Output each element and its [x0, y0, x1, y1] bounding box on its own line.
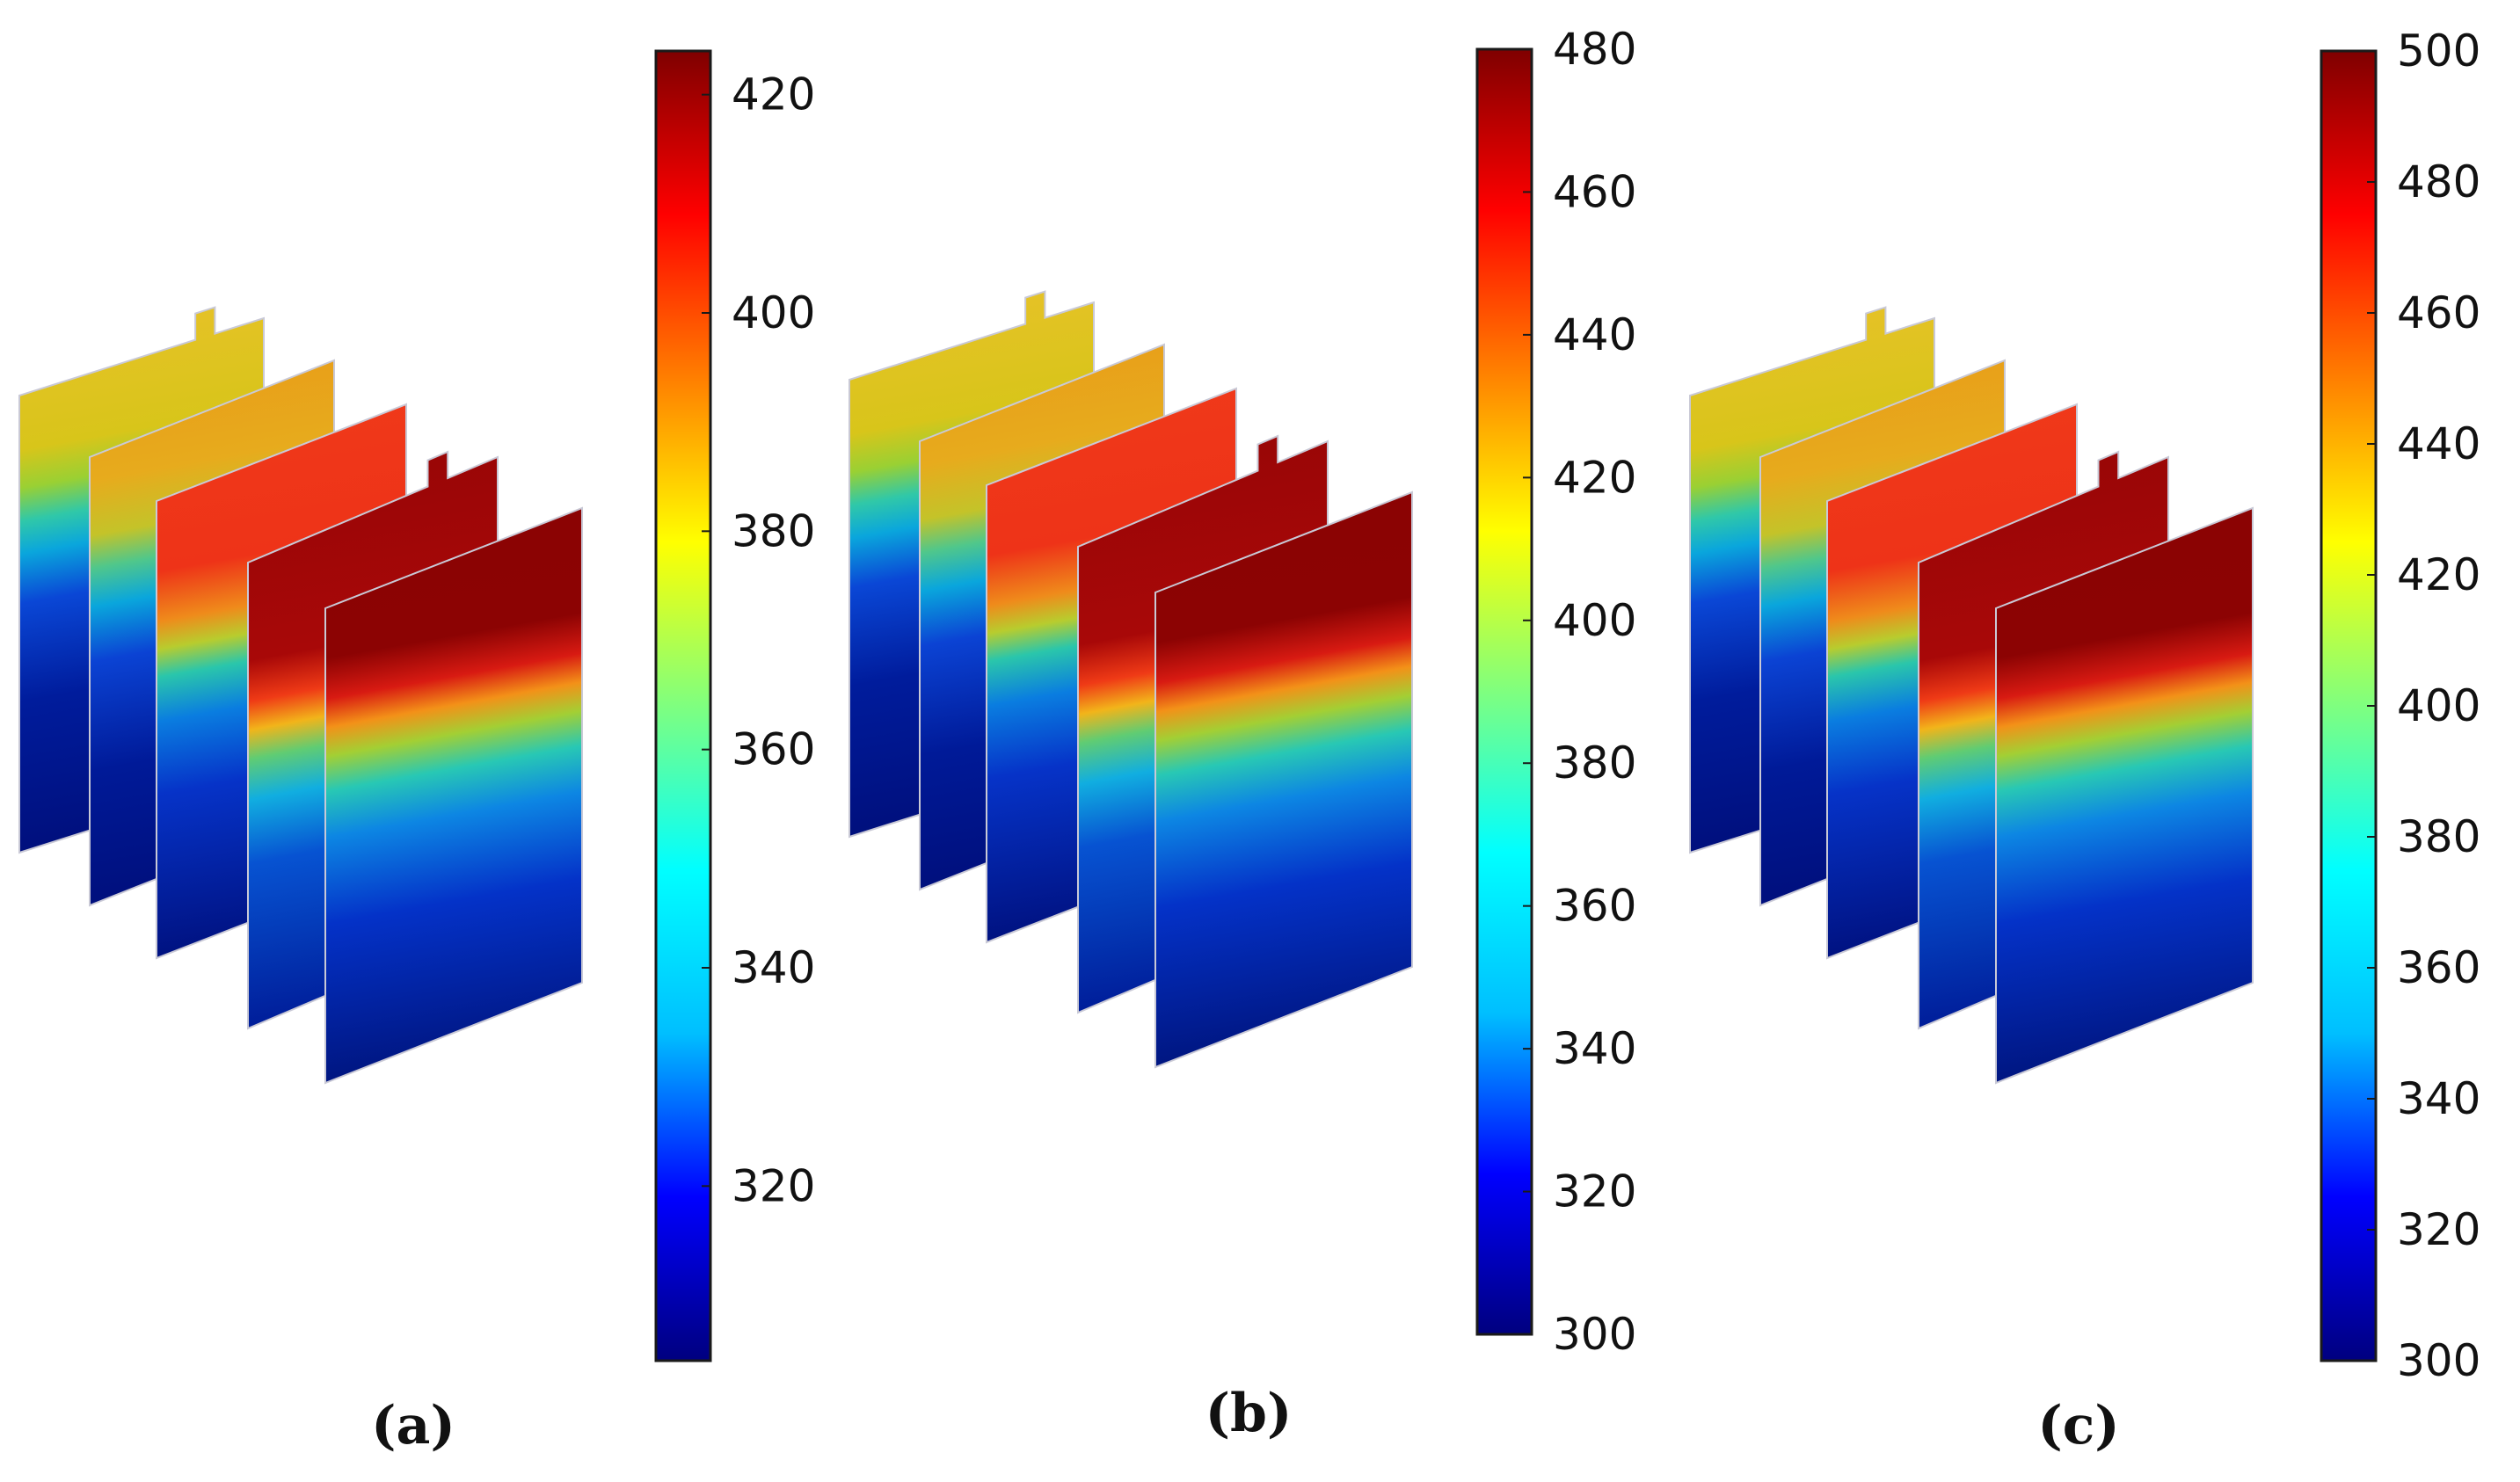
colorbar-c-tick-label: 400 — [2397, 680, 2480, 731]
panel-b-plate-5 — [1154, 490, 1413, 1069]
colorbar-c-tick-label: 420 — [2397, 549, 2480, 600]
panel-c-plate-5 — [1995, 506, 2254, 1085]
colorbar-c-tick-label: 380 — [2397, 811, 2480, 862]
colorbar-a-tick-label: 360 — [732, 724, 815, 775]
panel-c: 300 320 340 360 380 400 420 440 460 480 500 (c) — [1689, 25, 2480, 1457]
panel-a: 320 340 360 380 400 420 (a) — [18, 49, 815, 1457]
panel-c-caption: (c) — [2037, 1395, 2119, 1457]
plates-stack-b — [848, 290, 1413, 1069]
colorbar-b-tick-label: 340 — [1553, 1023, 1636, 1074]
colorbar-b-tick-label: 400 — [1553, 595, 1636, 646]
plates-stack-a — [18, 306, 583, 1085]
panel-a-caption: (a) — [371, 1395, 455, 1457]
colorbar-a-tick-label: 340 — [732, 942, 815, 993]
panel-b: 300 320 340 360 380 400 420 440 460 480 (b) — [848, 24, 1636, 1444]
colorbar-c-tick-label: 500 — [2397, 25, 2480, 76]
panel-b-caption: (b) — [1205, 1383, 1293, 1444]
colorbar-c-tick-label: 360 — [2397, 942, 2480, 993]
colorbar-a-tick-label: 420 — [732, 69, 815, 120]
colorbar-b-bar — [1475, 47, 1533, 1336]
colorbar-c-bar — [2320, 49, 2378, 1362]
colorbar-c: 300 320 340 360 380 400 420 440 460 480 500 — [2320, 25, 2480, 1386]
plates-stack-c — [1689, 306, 2254, 1085]
colorbar-b-tick-label: 360 — [1553, 881, 1636, 932]
colorbar-b-tick-label: 480 — [1553, 24, 1636, 75]
colorbar-c-tick-label: 320 — [2397, 1204, 2480, 1255]
colorbar-b-tick-label: 460 — [1553, 166, 1636, 217]
colorbar-b-tick-label: 420 — [1553, 452, 1636, 503]
colorbar-a-tick-label: 320 — [732, 1160, 815, 1211]
colorbar-a-tick-label: 400 — [732, 287, 815, 338]
panel-a-plate-5 — [324, 506, 583, 1085]
colorbar-c-tick-label: 460 — [2397, 287, 2480, 338]
colorbar-a-tick-label: 380 — [732, 505, 815, 556]
colorbar-c-tick-label: 300 — [2397, 1335, 2480, 1386]
colorbar-b-tick-label: 320 — [1553, 1166, 1636, 1217]
colorbar-b-tick-label: 380 — [1553, 737, 1636, 788]
colorbar-b-tick-label: 440 — [1553, 309, 1636, 360]
colorbar-b: 300 320 340 360 380 400 420 440 460 480 — [1475, 24, 1636, 1360]
colorbar-b-tick-label: 300 — [1553, 1309, 1636, 1360]
colorbar-a: 320 340 360 380 400 420 — [654, 49, 815, 1362]
colorbar-c-tick-label: 340 — [2397, 1073, 2480, 1124]
colorbar-a-bar — [654, 49, 712, 1362]
colorbar-c-tick-label: 440 — [2397, 418, 2480, 469]
colorbar-c-tick-label: 480 — [2397, 156, 2480, 207]
